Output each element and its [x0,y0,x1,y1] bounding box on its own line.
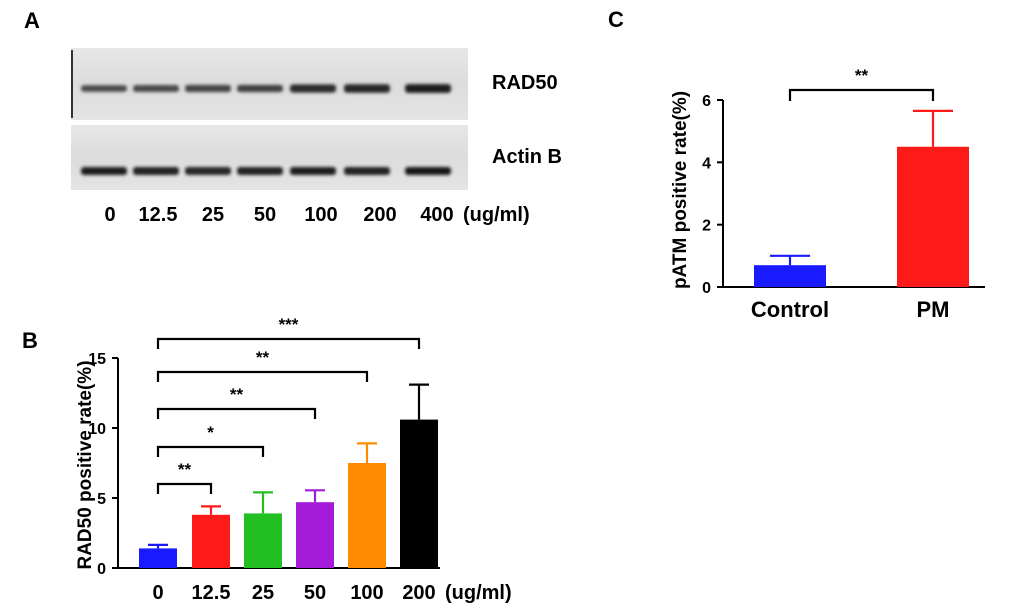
western-blot: RAD50 Actin B 0 12.5 25 50 100 200 400 (… [71,48,562,226]
chart-rad50: RAD50 positive rate(%) (ug/ml) 0 5 10 15 0 12… [75,315,512,604]
panel-letter-c: C [608,7,624,32]
blot-lane-label: 25 [202,204,224,226]
blot-band-actin [185,167,231,175]
blot-band-actin [133,167,179,175]
blot-lane-label: 200 [363,204,396,226]
blot-lane-label: 100 [304,204,337,226]
blot-band-actin [344,167,390,175]
bar [754,265,826,287]
blot-band-rad50 [237,84,283,93]
bar [897,146,969,287]
blot-band-actin [405,167,451,175]
significance-bracket [156,445,265,457]
y-tick-label: 10 [88,421,106,438]
significance-bracket [788,88,935,101]
blot-band-rad50 [290,84,336,93]
x-tick-label: 12.5 [192,582,231,604]
y-axis-label: pATM positive rate(%) [670,91,691,289]
blot-band-actin [290,167,336,175]
y-tick-label: 4 [702,155,711,172]
blot-band-actin [237,167,283,175]
blot-bands [81,84,451,175]
bar [192,514,230,568]
x-unit-label: (ug/ml) [445,582,512,604]
bar [296,502,334,568]
significance-bracket [156,337,421,349]
y-tick-label: 6 [702,93,711,110]
bar [348,463,386,568]
blot-band-rad50 [81,85,127,92]
significance-bracket [156,407,317,419]
y-tick-label: 5 [97,491,106,508]
blot-row-label-rad50: RAD50 [492,72,558,94]
significance-label: ** [855,66,869,85]
bar [244,513,282,568]
y-tick-label: 15 [88,351,106,368]
panel-letter-a: A [24,8,40,33]
blot-lane-labels: 0 12.5 25 50 100 200 400 (ug/ml) [104,204,529,226]
y-tick-label: 0 [97,561,106,578]
x-tick-label: 25 [252,582,274,604]
blot-lane-label: 50 [254,204,276,226]
blot-band-rad50 [405,84,451,93]
significance-label: *** [279,315,299,334]
blot-membrane-actin [71,125,468,190]
blot-membrane-rad50 [71,48,468,120]
significance-label: ** [230,385,244,404]
chart-patm: pATM positive rate(%) 0 2 4 6 Control PM ** [670,66,985,322]
panel-letter-b: B [22,328,38,353]
blot-row-label-actin: Actin B [492,146,562,168]
x-tick-label: 200 [402,582,435,604]
y-axis-label: RAD50 positive rate(%) [75,360,96,569]
significance-label: ** [178,460,192,479]
x-tick-label: 100 [350,582,383,604]
x-tick-label: PM [917,297,950,322]
blot-band-rad50 [344,84,390,93]
significance-label: ** [256,348,270,367]
x-tick-label: 0 [152,582,163,604]
blot-lane-label: 12.5 [139,204,178,226]
blot-band-rad50 [185,84,231,93]
significance-bracket [156,482,213,494]
significance-bracket [156,370,369,382]
bar [139,548,177,568]
blot-band-actin [81,167,127,175]
x-tick-label: Control [751,297,829,322]
y-tick-label: 2 [702,218,711,235]
y-tick-label: 0 [702,280,711,297]
x-tick-label: 50 [304,582,326,604]
significance-label: * [207,423,214,442]
blot-band-rad50 [133,84,179,93]
blot-unit-label: (ug/ml) [463,204,530,226]
blot-lane-label: 400 [420,204,453,226]
bar [400,419,438,568]
blot-lane-label: 0 [104,204,115,226]
